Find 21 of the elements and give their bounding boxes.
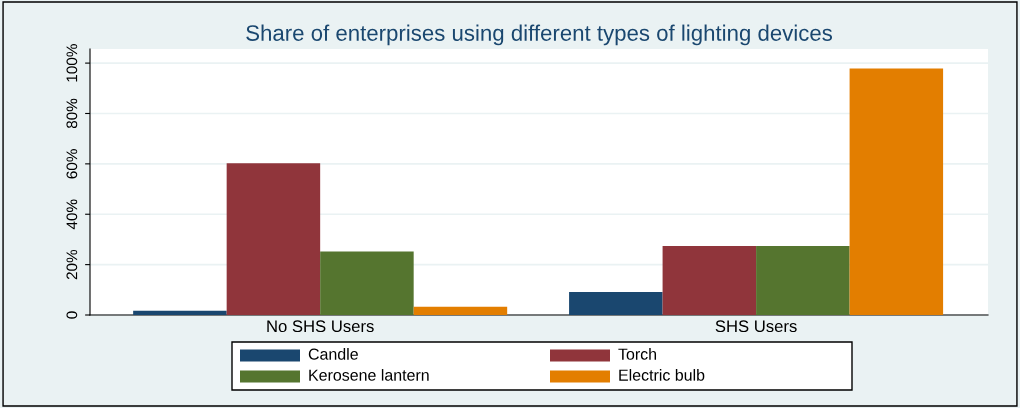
y-tick-label: 20%: [66, 249, 78, 280]
bar: [413, 306, 508, 315]
chart-title: Share of enterprises using different types of lighting devices: [246, 24, 833, 46]
bar: [133, 310, 227, 315]
x-tick-label: No SHS Users: [267, 320, 374, 333]
y-tick-label: 0: [66, 311, 78, 319]
bar: [849, 68, 944, 315]
bar: [320, 251, 414, 315]
bar: [662, 245, 757, 315]
legend-label: Electric bulb: [619, 369, 705, 381]
y-tick-label: 60%: [66, 149, 78, 179]
legend-label: Candle: [308, 348, 358, 360]
y-tick-label: 100%: [66, 44, 78, 82]
y-tick-label: 40%: [66, 199, 78, 230]
bar: [569, 292, 663, 315]
legend-label: Torch: [618, 348, 657, 360]
bar: [226, 163, 321, 315]
legend-label: Kerosene lantern: [309, 369, 429, 381]
y-tick-label: 80%: [66, 98, 78, 129]
x-tick-label: SHS Users: [715, 320, 797, 333]
bar: [756, 245, 850, 315]
